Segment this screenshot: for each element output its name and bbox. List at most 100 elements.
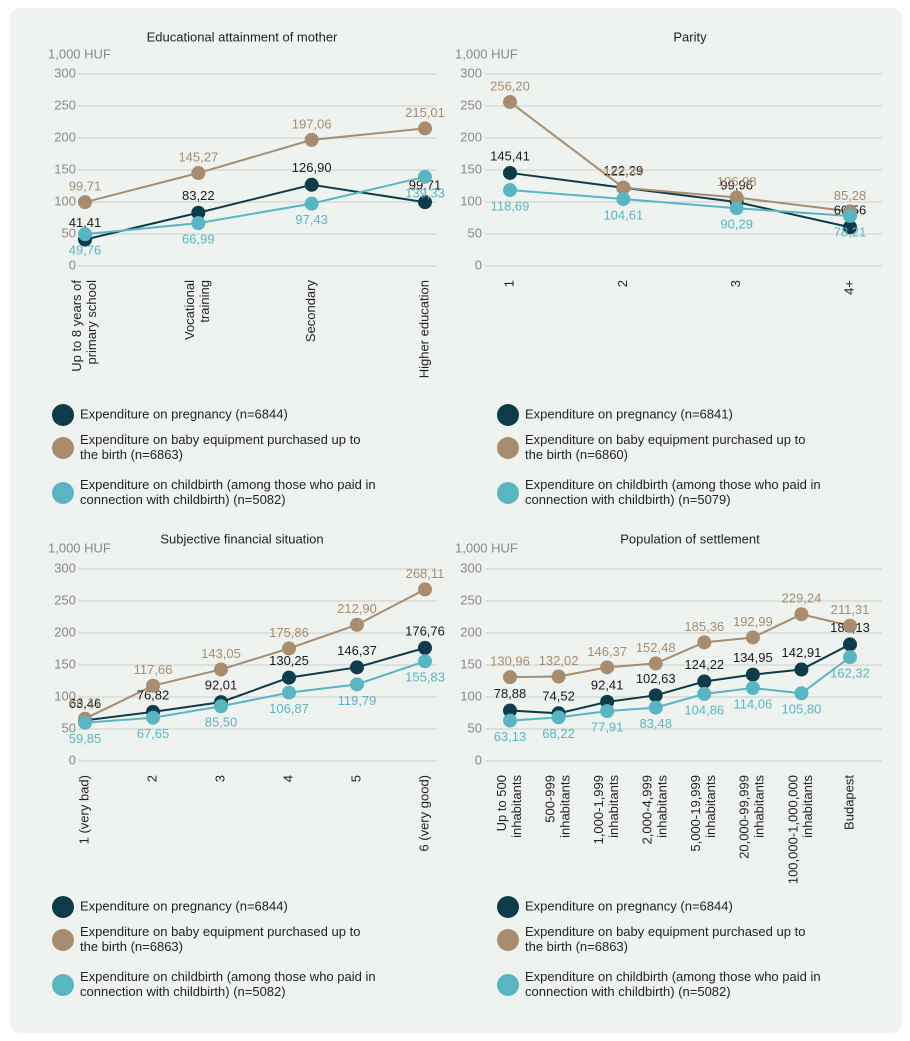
x-tick-label: 2 [144, 775, 159, 782]
legend-marker [52, 974, 74, 996]
chart-title: Subjective financial situation [160, 531, 323, 546]
value-label: 83,22 [182, 188, 215, 203]
point [304, 177, 319, 192]
value-label: 41,41 [69, 215, 102, 230]
value-label: 118,69 [491, 198, 530, 213]
y-tick-label: 100 [460, 688, 482, 703]
x-tick-label: 2 [615, 280, 630, 287]
series-line [84, 660, 426, 724]
value-label: 67,65 [137, 726, 170, 741]
value-label: 63,46 [69, 696, 102, 711]
value-label: 256,20 [490, 78, 530, 93]
legend-label: Expenditure on baby equipment purchased … [80, 432, 360, 462]
value-label: 211,31 [831, 602, 870, 617]
y-tick-label: 200 [54, 129, 76, 144]
x-tick-label: 500-999inhabitants [543, 775, 573, 838]
value-label: 146,37 [337, 643, 377, 658]
value-label: 132,02 [539, 653, 579, 668]
point [282, 641, 296, 656]
point [503, 95, 517, 110]
legend-marker [497, 896, 519, 918]
value-label: 146,37 [587, 644, 627, 659]
point [503, 713, 517, 728]
value-label: 114,06 [733, 696, 772, 711]
series-line [509, 656, 851, 722]
value-label: 85,28 [834, 188, 867, 203]
value-label: 130,96 [490, 654, 530, 669]
point [214, 662, 228, 677]
point [418, 582, 432, 597]
point [745, 667, 760, 682]
point [794, 686, 809, 701]
legend-marker [497, 404, 519, 426]
value-label: 102,63 [636, 671, 676, 686]
value-label: 143,05 [201, 646, 241, 661]
value-label: 145,27 [178, 149, 218, 164]
value-label: 66,99 [182, 232, 215, 247]
point [616, 192, 631, 207]
point [745, 630, 760, 645]
value-label: 124,22 [684, 657, 724, 672]
x-tick-label: Up to 500inhabitants [494, 775, 524, 838]
value-label: 78,21 [834, 224, 867, 239]
point [418, 640, 432, 655]
point [503, 165, 517, 180]
legend-marker [497, 437, 519, 459]
y-tick-label: 250 [54, 592, 76, 607]
y-tick-label: 100 [54, 193, 76, 208]
value-label: 215,01 [405, 105, 445, 120]
point [503, 183, 517, 198]
value-label: 104,86 [684, 702, 724, 717]
value-label: 99,71 [409, 178, 442, 193]
y-tick-label: 50 [62, 225, 76, 240]
point [843, 618, 857, 633]
value-label: 268,11 [406, 566, 445, 581]
point [648, 656, 663, 671]
point [418, 654, 432, 669]
value-label: 77,91 [591, 720, 624, 735]
value-label: 229,24 [782, 591, 822, 606]
y-tick-label: 300 [54, 560, 76, 575]
value-label: 92,01 [205, 678, 238, 693]
x-tick-label: 4+ [841, 280, 856, 295]
point [648, 700, 663, 715]
x-tick-label: 100,000-1,000,000inhabitants [786, 775, 816, 885]
legend-marker [497, 974, 519, 996]
legend-label: Expenditure on baby equipment purchased … [525, 924, 805, 954]
point [418, 169, 432, 184]
legend-label: Expenditure on childbirth (among those w… [80, 477, 376, 507]
x-tick-label: 5,000-19,999inhabitants [689, 775, 719, 852]
point [729, 190, 744, 205]
point [191, 216, 206, 231]
point [697, 674, 712, 689]
x-tick-label: Higher education [416, 280, 431, 378]
legend-label: Expenditure on childbirth (among those w… [525, 969, 821, 999]
point [350, 660, 364, 675]
value-label: 90,29 [720, 217, 753, 232]
y-axis-label: 1,000 HUF [455, 540, 518, 555]
x-tick-label: Vocationaltraining [183, 280, 213, 340]
series-line [84, 183, 426, 241]
y-tick-label: 250 [460, 592, 482, 607]
value-label: 63,13 [494, 729, 527, 744]
series-line [84, 175, 426, 236]
value-label: 76,82 [137, 687, 170, 702]
legend-label: Expenditure on baby equipment purchased … [525, 432, 805, 462]
value-label: 59,85 [69, 731, 102, 746]
y-tick-label: 0 [475, 752, 482, 767]
value-label: 104,61 [603, 207, 643, 222]
panel [10, 8, 902, 1033]
x-tick-label: 1 (very bad) [76, 775, 91, 844]
point [697, 686, 712, 701]
value-label: 185,36 [684, 619, 724, 634]
chart-title: Educational attainment of mother [147, 29, 338, 44]
value-label: 78,88 [494, 686, 527, 701]
point [648, 688, 663, 703]
value-label: 99,96 [720, 177, 753, 192]
series-line [509, 189, 851, 217]
legend-label: Expenditure on childbirth (among those w… [80, 969, 376, 999]
y-tick-label: 200 [54, 624, 76, 639]
value-label: 106,87 [269, 701, 309, 716]
value-label: 74,52 [542, 689, 575, 704]
legend-label: Expenditure on pregnancy (n=6844) [525, 898, 733, 913]
